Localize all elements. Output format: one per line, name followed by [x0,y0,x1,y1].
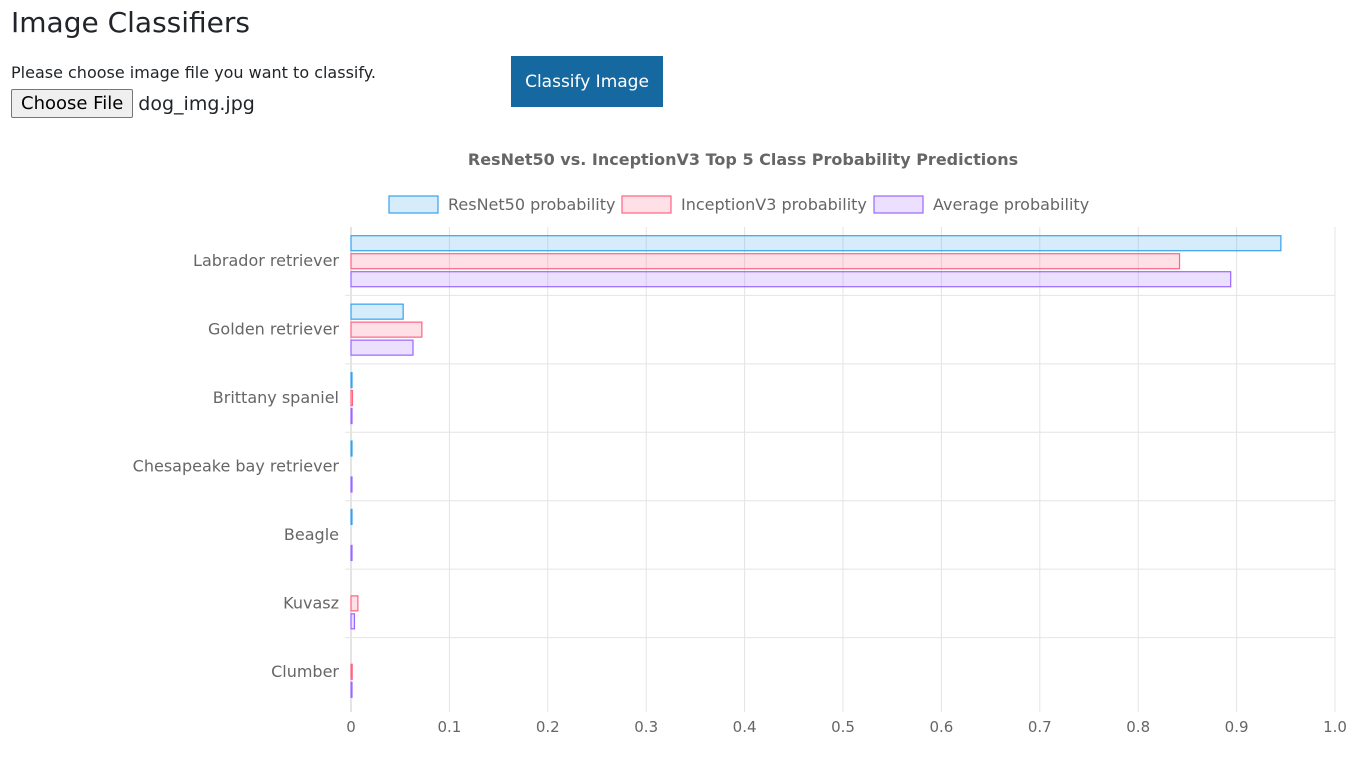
page-title: Image Classifiers [11,6,250,39]
bar [350,613,356,630]
bar [350,321,423,338]
x-tick-label: 0.1 [437,718,461,736]
bar [350,544,353,562]
x-tick-label: 1.0 [1323,718,1347,736]
bar [350,681,353,698]
chart-title: ResNet50 vs. InceptionV3 Top 5 Class Pro… [468,150,1018,169]
x-tick-label: 0.8 [1126,718,1150,736]
bar [350,595,359,612]
x-tick-label: 0.3 [634,718,658,736]
choose-file-button[interactable]: Choose File [11,89,134,118]
probability-bar-chart: ResNet50 vs. InceptionV3 Top 5 Class Pro… [133,150,1347,736]
category-label: Beagle [284,525,339,544]
bar [350,235,1282,252]
classify-image-button[interactable]: Classify Image [511,56,663,107]
legend-swatch [621,195,672,214]
category-label: Golden retriever [208,320,339,339]
bar [350,339,414,356]
bar [350,663,353,680]
legend-label: InceptionV3 probability [681,195,867,214]
x-tick-label: 0 [346,718,356,736]
selected-file-name: dog_img.jpg [138,92,255,115]
bar [350,476,353,493]
x-tick-label: 0.7 [1028,718,1052,736]
category-label: Clumber [271,662,339,681]
bar [350,303,404,320]
bar [350,371,353,389]
file-input[interactable]: Choose File dog_img.jpg [11,89,255,118]
bar [350,407,353,425]
bar [350,508,353,526]
bar [350,253,1181,270]
instructions-text: Please choose image file you want to cla… [11,63,376,82]
bar [350,440,353,457]
category-label: Kuvasz [283,593,339,612]
x-tick-label: 0.4 [733,718,757,736]
x-tick-label: 0.6 [929,718,953,736]
bar [350,271,1232,288]
legend-label: ResNet50 probability [448,195,615,214]
x-tick-label: 0.5 [831,718,855,736]
category-label: Brittany spaniel [213,388,339,407]
x-tick-label: 0.9 [1225,718,1249,736]
legend-swatch [388,195,439,214]
legend-swatch [873,195,924,214]
category-label: Labrador retriever [193,251,339,270]
x-tick-label: 0.2 [536,718,560,736]
bar [350,389,354,407]
category-label: Chesapeake bay retriever [133,457,340,476]
legend-label: Average probability [933,195,1089,214]
